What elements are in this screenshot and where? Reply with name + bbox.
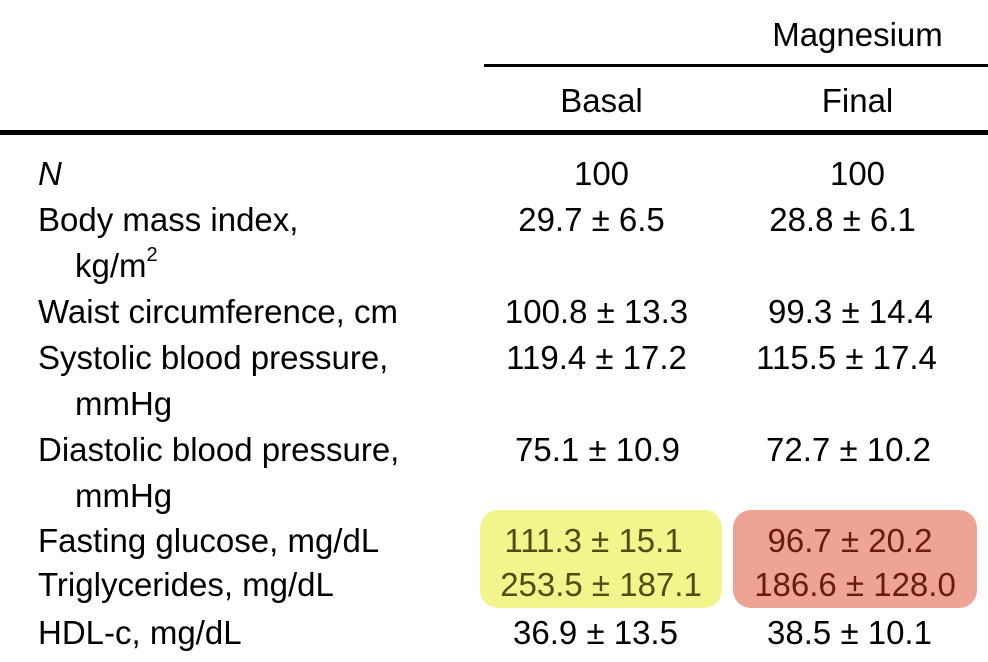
final-highlight-box: [733, 510, 977, 608]
group-header-rule: [484, 64, 988, 67]
cell-final-diastolic: 72.7 ± 10.2: [766, 431, 931, 468]
cell-basal-diastolic: 75.1 ± 10.9: [515, 431, 680, 468]
row-label-systolic-units: mmHg: [75, 385, 173, 422]
header-bottom-rule: [0, 130, 988, 135]
cell-basal-triglycerides: 253.5 ± 187.1: [500, 566, 702, 603]
cell-basal-systolic: 119.4 ± 17.2: [506, 339, 687, 376]
column-header-basal: Basal: [560, 82, 643, 119]
row-label-diastolic: Diastolic blood pressure,: [38, 431, 400, 468]
cell-final-n: 100: [829, 155, 886, 192]
cell-basal-bmi: 29.7 ± 6.5: [518, 201, 665, 238]
row-label-n: N: [38, 155, 62, 192]
cell-final-bmi: 28.8 ± 6.1: [769, 201, 916, 238]
row-label-triglycerides: Triglycerides, mg/dL: [38, 566, 334, 603]
cell-basal-fasting-glucose: 111.3 ± 15.1: [504, 522, 683, 559]
cell-final-hdl-c: 38.5 ± 10.1: [767, 614, 932, 651]
row-label-fasting-glucose: Fasting glucose, mg/dL: [38, 522, 380, 559]
cell-basal-hdl-c: 36.9 ± 13.5: [513, 614, 678, 651]
bmi-units-text: kg/m: [75, 247, 147, 284]
cell-final-systolic: 115.5 ± 17.4: [756, 339, 937, 376]
cell-final-triglycerides: 186.6 ± 128.0: [754, 566, 956, 603]
bmi-units-superscript: 2: [146, 244, 158, 266]
cell-final-waist: 99.3 ± 14.4: [768, 293, 933, 330]
basal-highlight-box: [480, 510, 722, 608]
row-label-diastolic-units: mmHg: [75, 477, 173, 514]
row-label-systolic: Systolic blood pressure,: [38, 339, 389, 376]
cell-basal-waist: 100.8 ± 13.3: [504, 293, 689, 330]
cell-basal-n: 100: [573, 155, 630, 192]
row-label-hdl-c: HDL-c, mg/dL: [38, 614, 242, 651]
cell-final-fasting-glucose: 96.7 ± 20.2: [767, 522, 933, 559]
row-label-bmi-units: kg/m2: [75, 243, 158, 289]
row-label-bmi: Body mass index,: [38, 201, 299, 238]
group-header-magnesium: Magnesium: [772, 16, 943, 53]
column-header-final: Final: [821, 82, 894, 119]
row-label-waist: Waist circumference, cm: [38, 293, 399, 330]
